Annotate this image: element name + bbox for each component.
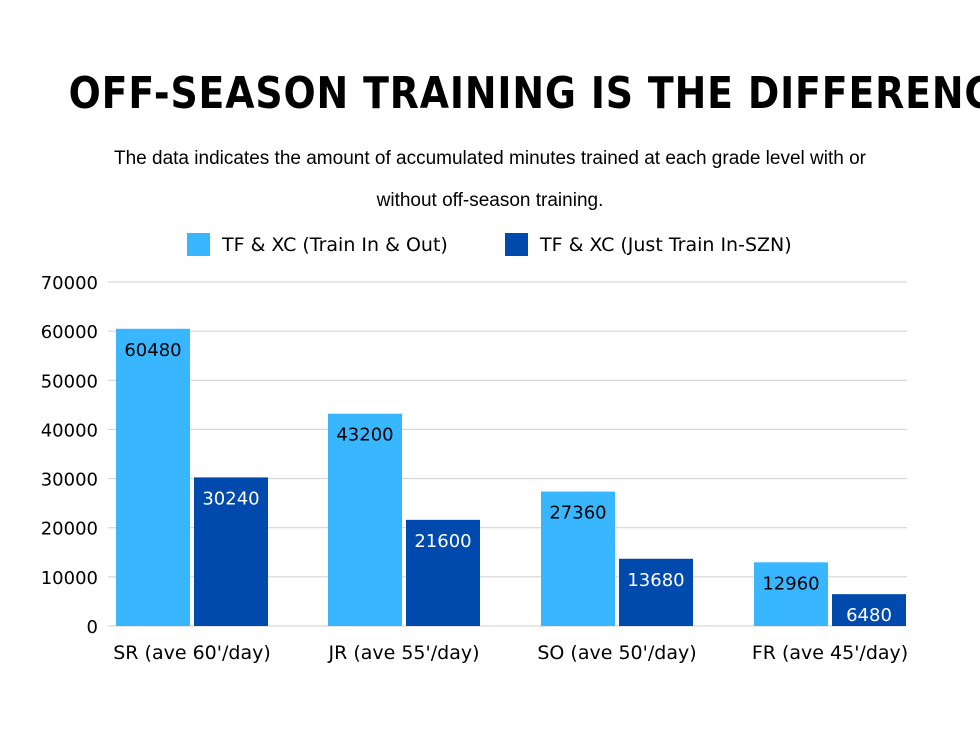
y-tick-label: 70000: [41, 273, 98, 294]
bar: [194, 477, 268, 626]
x-tick-label: SO (ave 50'/day): [537, 642, 696, 664]
legend-swatch-series-2: [505, 233, 528, 256]
data-label: 13680: [627, 570, 684, 591]
legend-swatch-series-1: [187, 233, 210, 256]
y-tick-label: 60000: [41, 322, 98, 343]
legend-item-series-2: TF & XC (Just Train In-SZN): [505, 233, 792, 256]
chart-subtitle: The data indicates the amount of accumul…: [114, 148, 866, 211]
y-tick-label: 30000: [41, 470, 98, 491]
bar: [619, 558, 693, 626]
bar: [754, 562, 828, 626]
legend-label-series-2: TF & XC (Just Train In-SZN): [540, 233, 792, 256]
bar: [541, 491, 615, 626]
x-tick-label: SR (ave 60'/day): [113, 642, 271, 664]
x-tick-label: FR (ave 45'/day): [752, 642, 908, 664]
y-tick-label: 0: [87, 617, 98, 638]
x-tick-label: JR (ave 55'/day): [327, 642, 479, 664]
data-label: 6480: [846, 605, 892, 626]
data-label: 30240: [202, 488, 259, 509]
legend: TF & XC (Train In & Out) TF & XC (Just T…: [0, 233, 980, 263]
y-tick-label: 20000: [41, 519, 98, 540]
legend-label-series-1: TF & XC (Train In & Out): [222, 233, 448, 256]
chart-title: OFF-SEASON TRAINING IS THE DIFFERENCE: [68, 68, 980, 119]
data-label: 12960: [762, 573, 819, 594]
bar: [406, 519, 480, 626]
data-label: 27360: [549, 503, 606, 524]
bar: [832, 594, 906, 626]
data-label: 21600: [414, 531, 471, 552]
bar: [116, 328, 190, 626]
y-tick-label: 10000: [41, 568, 98, 589]
y-tick-label: 40000: [41, 420, 98, 441]
data-label: 60480: [124, 340, 181, 361]
legend-item-series-1: TF & XC (Train In & Out): [187, 233, 448, 256]
bar: [328, 413, 402, 626]
data-label: 43200: [336, 425, 393, 446]
y-tick-label: 50000: [41, 371, 98, 392]
